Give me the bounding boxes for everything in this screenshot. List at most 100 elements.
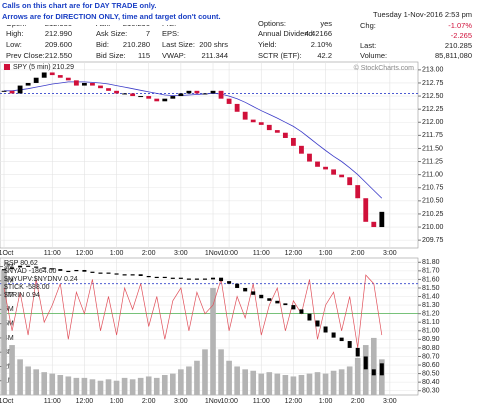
x-tick-label: 11:00 xyxy=(44,398,61,405)
x-tick-label: 3:00 xyxy=(383,398,397,405)
volume-bar xyxy=(306,373,313,395)
price-bar xyxy=(251,291,256,295)
y-tick-label: 4M xyxy=(4,335,14,342)
y-tick-label: 2M xyxy=(4,363,14,370)
candle xyxy=(17,85,23,94)
legend: RSP 80.62 xyxy=(4,260,38,267)
x-tick-label: 12:00 xyxy=(76,398,94,405)
candle xyxy=(90,82,95,86)
volume-bar xyxy=(9,345,15,395)
volume-bar xyxy=(234,366,240,395)
volume-bar xyxy=(226,360,232,395)
candle xyxy=(25,82,31,86)
volume-bar xyxy=(1,269,7,395)
y-tick-label: 212.75 xyxy=(422,80,444,87)
candle xyxy=(33,77,39,83)
quote-value: 200 shrs xyxy=(199,40,228,49)
quote-label: Last Size: xyxy=(162,40,195,49)
volume-bar xyxy=(370,337,377,395)
candle xyxy=(323,166,328,170)
candle xyxy=(202,93,208,95)
x-tick-label: 3:00 xyxy=(383,250,397,257)
price-bar xyxy=(371,369,376,376)
x-tick-label: 1Nov xyxy=(205,250,222,257)
volume-bar xyxy=(81,377,88,395)
candle xyxy=(315,161,320,167)
price-bar xyxy=(50,268,55,270)
y2-tick-label: 80.90 xyxy=(422,336,440,343)
candle xyxy=(331,169,337,175)
quote-value: 210.280 xyxy=(123,40,150,49)
candle xyxy=(210,90,216,94)
indicator-line xyxy=(3,274,383,348)
price-bar xyxy=(307,313,312,321)
x-tick-label: 2:00 xyxy=(351,250,365,257)
candle xyxy=(234,103,240,112)
volume-bar xyxy=(354,357,361,395)
y-tick-label: 212.25 xyxy=(422,106,444,113)
y-tick-label: 3M xyxy=(4,349,14,356)
price-bar xyxy=(34,266,39,268)
price-bar xyxy=(315,320,320,327)
candle xyxy=(250,119,256,123)
candle xyxy=(106,88,111,91)
candle xyxy=(178,93,184,97)
volume-bar xyxy=(242,369,248,395)
candle xyxy=(290,137,296,146)
candle xyxy=(355,185,361,199)
candle xyxy=(73,80,79,86)
price-bar xyxy=(58,269,63,271)
y-tick-label: 211.00 xyxy=(422,171,443,178)
volume-bar xyxy=(145,376,152,395)
candle xyxy=(194,90,200,94)
volume-bar xyxy=(25,366,31,395)
candle xyxy=(307,153,312,162)
volume-bar xyxy=(298,375,305,395)
x-tick-label: 1:00 xyxy=(319,398,333,405)
quote-label: Options: xyxy=(258,19,286,28)
plot-frame xyxy=(0,61,419,249)
candle xyxy=(242,111,248,120)
legend-swatch xyxy=(4,64,10,70)
quote-value: -1.07% xyxy=(448,21,472,30)
quote-label: Last: xyxy=(360,41,376,50)
y2-tick-label: 80.40 xyxy=(422,379,440,386)
volume-bar xyxy=(178,369,184,395)
quote-value: 42.2 xyxy=(317,51,332,60)
quote-label: High: xyxy=(6,29,24,38)
volume-bar xyxy=(170,373,176,395)
quote-value: 212.550 xyxy=(45,51,72,60)
y2-tick-label: 80.30 xyxy=(422,388,440,395)
price-bar xyxy=(98,272,103,274)
y-tick-label: 5M xyxy=(4,320,14,327)
quote-value: -2.265 xyxy=(451,31,472,40)
y2-tick-label: 81.80 xyxy=(422,259,440,266)
quote-value: 209.600 xyxy=(45,40,72,49)
y-tick-label: 210.75 xyxy=(422,185,444,192)
quote-label: Ask Size: xyxy=(96,29,127,38)
quote-value: 2.10% xyxy=(311,40,333,49)
quote-value: 211.344 xyxy=(201,51,228,60)
price-bar xyxy=(10,267,15,270)
quote-value: 115 xyxy=(138,51,150,60)
candle xyxy=(57,75,63,78)
y2-tick-label: 80.50 xyxy=(422,370,440,377)
volume-bar xyxy=(97,380,104,395)
volume-bar xyxy=(161,375,168,395)
x-tick-label: 10:00 xyxy=(220,398,238,405)
y-tick-label: 211.75 xyxy=(422,132,443,139)
quote-label: EPS: xyxy=(162,29,179,38)
y-tick-label: 210.50 xyxy=(422,198,444,205)
volume-bar xyxy=(322,373,329,395)
x-tick-label: 1Nov xyxy=(205,398,222,405)
volume-bar xyxy=(362,345,369,395)
x-tick-label: 12:00 xyxy=(76,250,94,257)
quote-value: 210.285 xyxy=(445,41,472,50)
quote-label: VWAP: xyxy=(162,51,186,60)
volume-bar xyxy=(290,376,297,395)
y-tick-label: 209.75 xyxy=(422,237,444,244)
volume-bar xyxy=(314,372,321,395)
volume-bar xyxy=(266,372,273,395)
price-bar xyxy=(202,278,207,280)
